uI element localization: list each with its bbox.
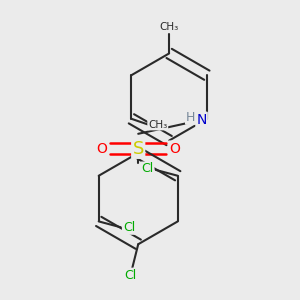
Text: O: O — [169, 142, 180, 155]
Text: O: O — [97, 142, 107, 155]
Text: Cl: Cl — [125, 268, 137, 282]
Text: H: H — [186, 111, 195, 124]
Text: S: S — [133, 140, 144, 158]
Text: CH₃: CH₃ — [148, 119, 167, 130]
Text: Cl: Cl — [123, 221, 135, 234]
Text: N: N — [196, 113, 207, 127]
Text: CH₃: CH₃ — [160, 22, 179, 32]
Text: Cl: Cl — [141, 163, 154, 176]
